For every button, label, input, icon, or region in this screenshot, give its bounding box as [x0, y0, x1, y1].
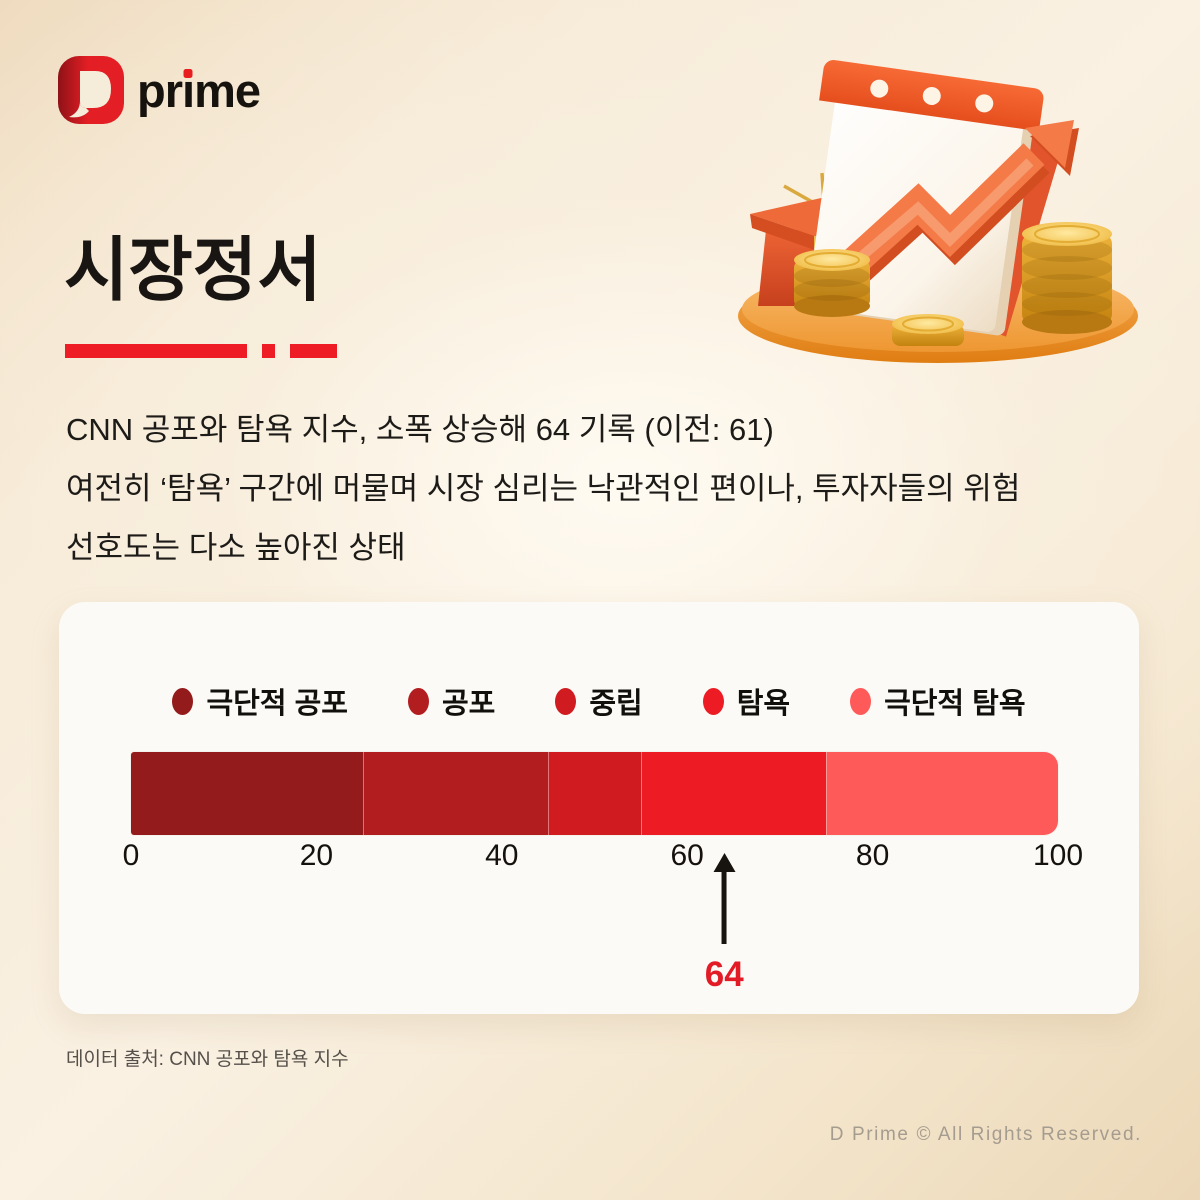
growth-arrow [819, 120, 1079, 304]
legend-item: 공포 [407, 680, 496, 722]
legend-item: 중립 [555, 680, 643, 722]
logo-i-dot-icon: ı [182, 63, 195, 117]
legend-dot-icon [172, 687, 194, 715]
legend-dot-icon [555, 687, 577, 715]
up-arrow-icon [713, 853, 736, 872]
page-title: 시장정서 [64, 231, 322, 309]
gauge-segment [826, 752, 1058, 835]
gauge-segment [640, 752, 827, 835]
axis-tick-label: 100 [1032, 839, 1084, 872]
legend-item: 극단적 탐욕 [850, 680, 1026, 722]
value-pointer: 64 [705, 853, 744, 992]
summary-line: 선호도는 다소 높아진 상태 [66, 530, 406, 565]
fear-greed-gauge-card: 극단적 공포 공포 중립 탐욕 극단적 탐욕 0 20 40 60 80 100 64 [59, 602, 1139, 1014]
legend-dot-icon [702, 687, 724, 715]
coin-stacks [794, 222, 1112, 346]
gauge-bar [131, 752, 1058, 835]
legend-item: 극단적 공포 [172, 680, 348, 722]
legend-label: 공포 [441, 688, 496, 720]
summary-text: CNN 공포와 탐욕 지수, 소폭 상승해 64 기록 (이전: 61) 여전히… [66, 400, 1151, 577]
gauge-segment [548, 752, 641, 835]
title-accent-underline [65, 344, 337, 358]
gauge-segment [362, 752, 549, 835]
pointer-value: 64 [704, 955, 744, 994]
brand-text: prıme [137, 63, 261, 117]
legend-label: 극단적 공포 [206, 688, 348, 720]
axis-ticks: 0 20 40 60 80 100 [123, 839, 1083, 879]
gauge-segment [131, 752, 363, 835]
summary-line: 여전히 ‘탐욕’ 구간에 머물며 시장 심리는 낙관적인 편이나, 투자자들의 … [66, 471, 1021, 506]
legend-label: 극단적 탐욕 [884, 688, 1026, 720]
legend-dot-icon [850, 687, 872, 715]
axis-tick-label: 40 [485, 839, 519, 872]
legend-dot-icon [407, 687, 429, 715]
axis-tick-label: 80 [855, 839, 890, 872]
legend-label: 중립 [589, 688, 643, 720]
legend-item: 탐욕 [702, 680, 791, 722]
calendar-coins-growth-illustration [738, 60, 1138, 363]
pointer-layer: 64 [131, 853, 1058, 1003]
axis-tick-label: 0 [122, 839, 140, 872]
logo: prıme [58, 56, 261, 124]
summary-line: CNN 공포와 탐욕 지수, 소폭 상승해 64 기록 (이전: 61) [66, 412, 774, 447]
pointer-line [721, 872, 727, 944]
data-source-note: 데이터 출처: CNN 공포와 탐욕 지수 [66, 1049, 349, 1070]
copyright-text: D Prime © All Rights Reserved. [829, 1124, 1142, 1145]
legend-label: 탐욕 [736, 688, 791, 720]
axis-tick-label: 20 [299, 839, 334, 872]
axis-tick-label: 60 [670, 839, 704, 872]
legend: 극단적 공포 공포 중립 탐욕 극단적 탐욕 [59, 680, 1139, 722]
d-mark-icon [58, 56, 124, 124]
